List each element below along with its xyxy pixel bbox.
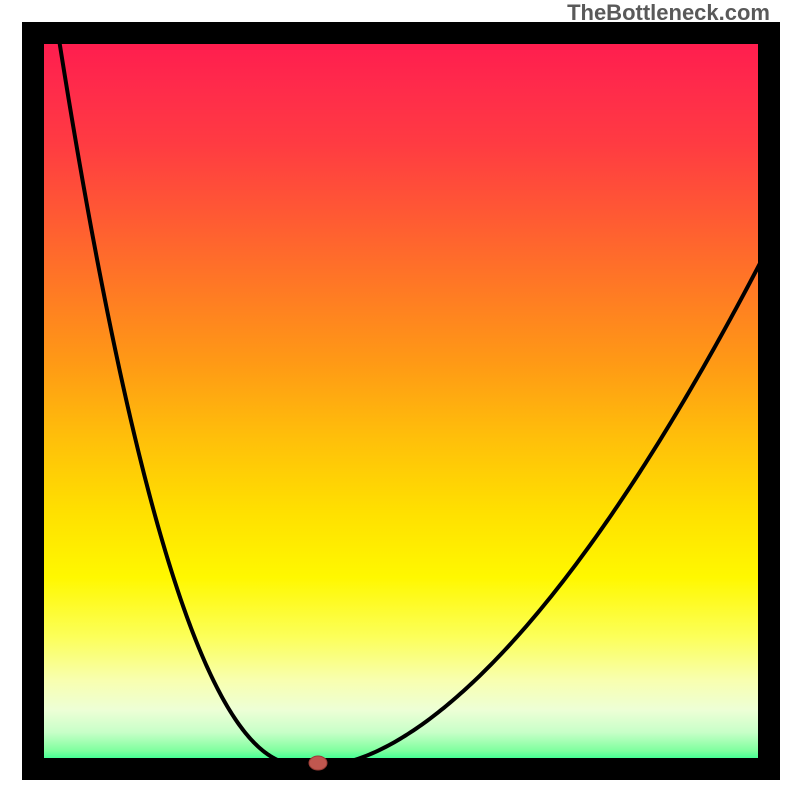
watermark-label: TheBottleneck.com: [567, 0, 770, 26]
chart-root: TheBottleneck.com: [0, 0, 800, 800]
plot-background-gradient: [33, 33, 769, 769]
